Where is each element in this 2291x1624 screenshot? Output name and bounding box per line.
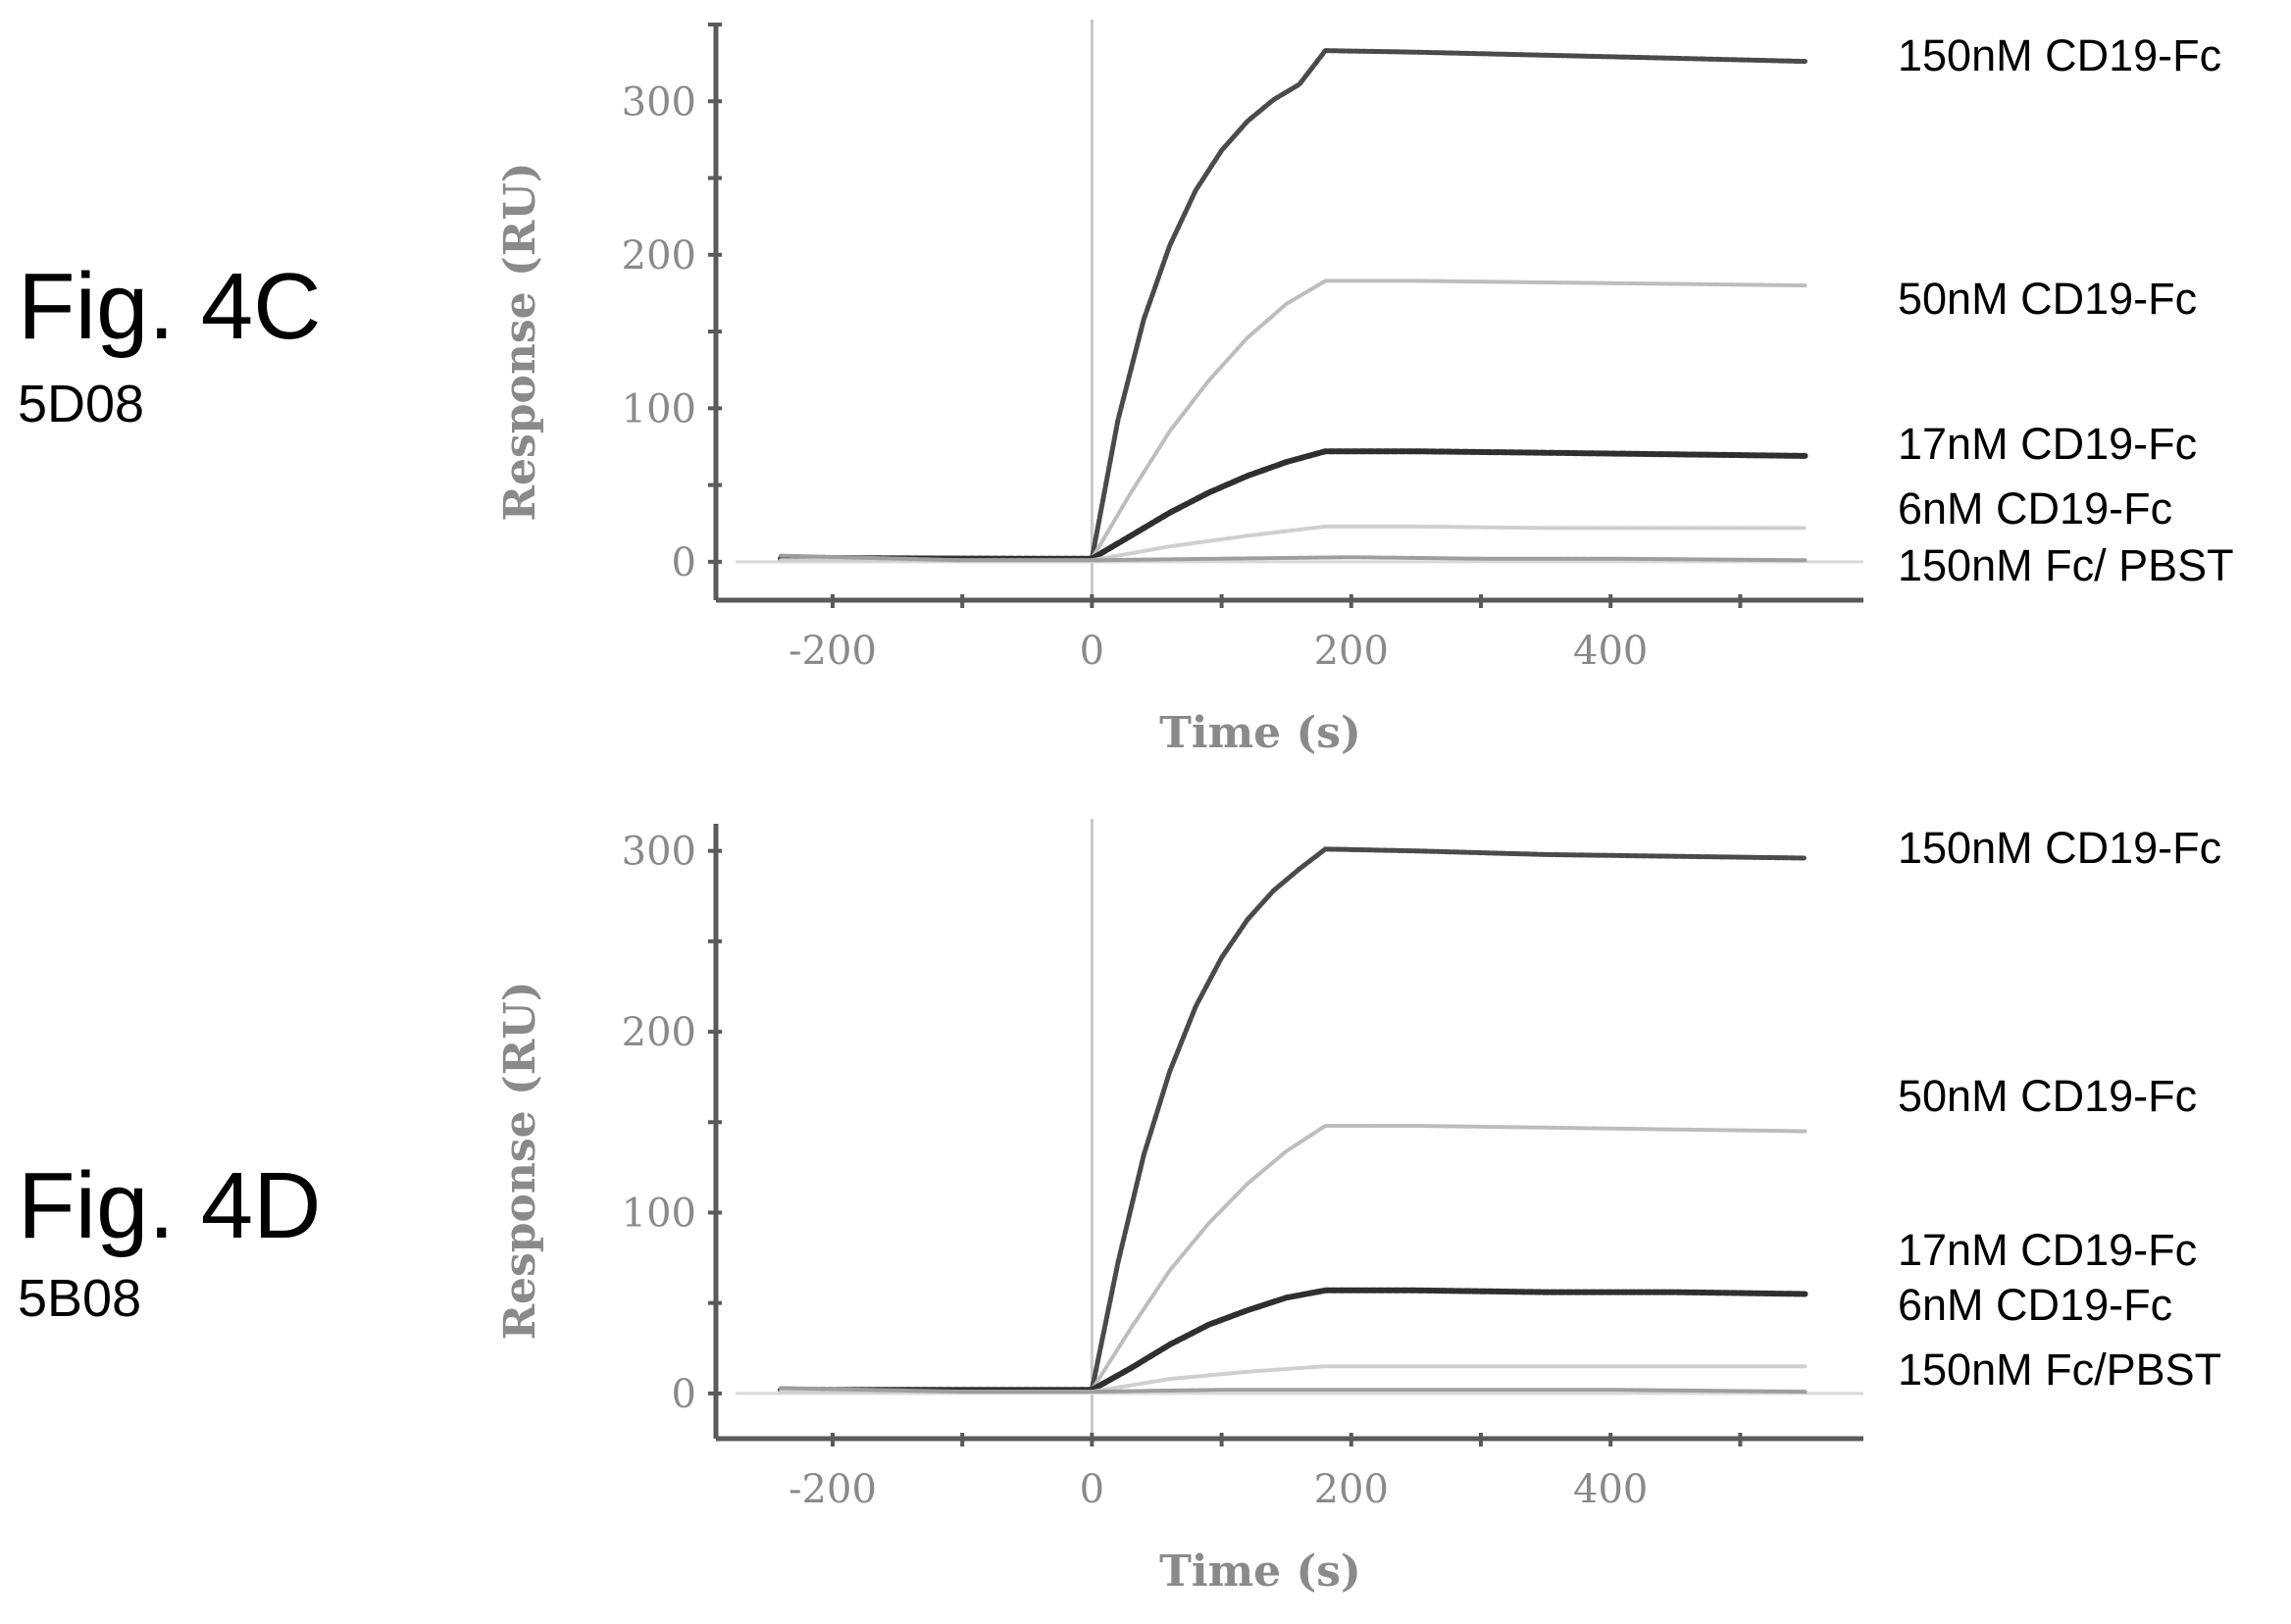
series-line — [778, 1287, 1808, 1394]
series-line — [779, 1124, 1807, 1393]
y-axis-title: Response (RU) — [495, 162, 545, 521]
series-line — [779, 279, 1807, 561]
y-tick-label: 0 — [672, 1372, 696, 1417]
x-tick-label: 0 — [1080, 1467, 1104, 1512]
series-line — [779, 553, 1807, 563]
series-line — [779, 1364, 1807, 1395]
panel-4d: Fig. 4D 5B08 -200 0 200 400 0 100 200 300 Time (… — [18, 819, 2221, 1597]
series-label: 50nM CD19-Fc — [1898, 274, 2197, 324]
series-line — [778, 448, 1808, 562]
x-tick-label: 200 — [1314, 629, 1389, 674]
plot-area: -200 0 200 400 0 100 200 300 Time (s) Response (R… — [495, 20, 2234, 758]
panel-4c: Fig. 4C 5D08 -200 0 200 400 0 100 200 300 Time (… — [18, 20, 2234, 758]
series-label: 6nM CD19-Fc — [1898, 483, 2172, 533]
x-tick-label: 200 — [1314, 1467, 1389, 1512]
series-label: 17nM CD19-Fc — [1898, 1225, 2197, 1275]
x-tick-label: -200 — [789, 629, 877, 674]
series-label: 17nM CD19-Fc — [1898, 419, 2197, 469]
y-tick-label: 100 — [622, 1191, 696, 1236]
y-tick-label: 100 — [622, 386, 696, 431]
series-line — [778, 846, 1807, 1393]
series-label: 6nM CD19-Fc — [1898, 1280, 2172, 1330]
y-tick-label: 0 — [672, 540, 696, 585]
series-label: 150nM Fc/PBST — [1898, 1345, 2221, 1395]
figure-label: Fig. 4D — [18, 1153, 321, 1258]
y-tick-label: 200 — [622, 1010, 696, 1055]
x-axis-title: Time (s) — [1159, 1547, 1361, 1597]
series-label: 150nM CD19-Fc — [1898, 823, 2221, 873]
y-tick-label: 300 — [622, 79, 696, 125]
series-line — [778, 48, 1807, 562]
clone-label: 5D08 — [18, 375, 144, 433]
series-line — [779, 524, 1807, 563]
x-axis-title: Time (s) — [1159, 708, 1361, 758]
x-tick-label: 400 — [1573, 1467, 1648, 1512]
series-label: 150nM Fc/ PBST — [1898, 540, 2234, 590]
x-tick-label: 400 — [1573, 629, 1648, 674]
x-tick-label: 0 — [1080, 629, 1104, 674]
series-label: 50nM CD19-Fc — [1898, 1071, 2197, 1121]
y-tick-label: 300 — [622, 830, 696, 875]
series-label: 150nM CD19-Fc — [1898, 30, 2221, 80]
series-line — [779, 1386, 1807, 1395]
figure-label: Fig. 4C — [18, 254, 321, 359]
plot-area: -200 0 200 400 0 100 200 300 Time (s) Response (R… — [495, 819, 2221, 1597]
y-tick-label: 200 — [622, 233, 696, 279]
clone-label: 5B08 — [18, 1269, 141, 1328]
y-axis-title: Response (RU) — [495, 981, 545, 1340]
x-tick-label: -200 — [789, 1467, 877, 1512]
